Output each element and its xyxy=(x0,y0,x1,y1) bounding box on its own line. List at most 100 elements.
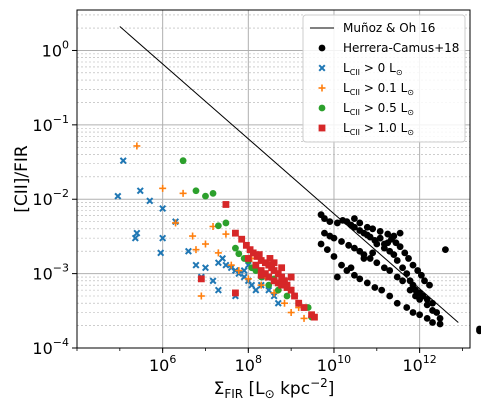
data-point xyxy=(278,273,286,281)
legend-label: LCII > 0.5 L⊙ xyxy=(343,101,414,117)
data-point xyxy=(416,311,424,319)
data-point-stroke xyxy=(240,267,248,275)
data-point xyxy=(227,261,235,269)
y-tick-label: 100 xyxy=(42,38,69,60)
data-point xyxy=(244,255,252,262)
x-axis-title-sup: −2 xyxy=(310,376,328,390)
data-point xyxy=(347,264,355,272)
data-point xyxy=(232,244,239,252)
data-point xyxy=(197,292,205,300)
data-point xyxy=(252,286,260,294)
data-point xyxy=(406,286,414,294)
data-point xyxy=(405,255,412,262)
data-point xyxy=(119,157,127,165)
data-point xyxy=(283,284,291,291)
data-point-stroke xyxy=(222,261,230,269)
data-point xyxy=(214,249,222,257)
data-point xyxy=(300,304,308,311)
data-point xyxy=(436,315,444,322)
data-point xyxy=(300,314,308,322)
data-point xyxy=(197,275,205,283)
data-point-stroke xyxy=(159,205,167,213)
data-point xyxy=(393,257,401,264)
data-point xyxy=(222,201,230,208)
data-point xyxy=(252,261,260,269)
legend-box xyxy=(302,14,466,143)
data-point xyxy=(214,286,222,294)
x-tick-label: 1012 xyxy=(402,353,436,375)
data-point xyxy=(376,234,384,242)
data-point xyxy=(278,264,286,272)
data-point xyxy=(274,299,282,307)
data-point xyxy=(380,240,388,248)
data-point-stroke xyxy=(133,229,141,237)
data-point xyxy=(333,219,341,227)
data-point xyxy=(369,249,377,257)
data-point xyxy=(240,267,248,275)
legend-marker xyxy=(318,104,326,112)
data-point xyxy=(330,234,338,242)
data-point xyxy=(202,192,209,200)
x-tick-label: 106 xyxy=(149,353,176,375)
legend-label: LCII > 0.1 L⊙ xyxy=(343,81,414,97)
y-tick-label: 10−1 xyxy=(32,113,69,135)
data-point xyxy=(423,301,431,309)
data-point xyxy=(409,309,417,316)
data-point xyxy=(232,229,239,237)
data-point-stroke xyxy=(214,286,222,294)
data-point xyxy=(363,223,371,231)
data-point xyxy=(323,246,331,254)
y-tick-label: 10−4 xyxy=(32,336,69,358)
x-axis-title-sigma: Σ xyxy=(214,379,225,399)
data-point xyxy=(330,253,338,260)
data-point xyxy=(242,241,250,249)
legend-label: LCII > 1.0 L⊙ xyxy=(343,121,414,137)
data-point xyxy=(378,286,386,294)
data-point xyxy=(366,255,374,262)
data-point xyxy=(351,215,358,222)
data-point xyxy=(338,238,345,245)
axis-ticks: 106 108 1010 1012 10−4 10−3 10−2 10−1 100 xyxy=(32,38,463,375)
series-group-4 xyxy=(197,201,318,321)
data-point-stroke xyxy=(119,157,127,165)
data-point xyxy=(157,249,165,257)
series-group-0 xyxy=(317,211,481,335)
data-point xyxy=(295,299,303,307)
data-point xyxy=(235,267,243,275)
data-point xyxy=(386,267,394,274)
data-point xyxy=(281,299,289,307)
data-point xyxy=(192,246,200,254)
data-point-stroke xyxy=(114,192,122,200)
legend-marker xyxy=(318,84,326,92)
data-point xyxy=(265,281,273,289)
data-point xyxy=(409,261,417,269)
data-point xyxy=(399,277,406,285)
data-point xyxy=(476,325,481,333)
data-point xyxy=(429,307,436,314)
legend-label: LCII > 0 L⊙ xyxy=(343,61,403,77)
data-point xyxy=(373,240,381,248)
data-point xyxy=(442,246,449,254)
data-point xyxy=(418,271,425,279)
data-point-stroke xyxy=(274,299,282,307)
data-point-stroke xyxy=(146,197,154,205)
data-point xyxy=(386,292,394,300)
data-point-stroke xyxy=(219,254,227,262)
data-point-stroke xyxy=(201,264,209,272)
x-axis-title-unit: [L xyxy=(243,379,265,399)
data-point xyxy=(265,273,273,281)
y-tick-label: 10−2 xyxy=(32,187,69,209)
data-point xyxy=(380,264,388,272)
data-point xyxy=(429,319,436,326)
data-point xyxy=(255,251,263,259)
data-point xyxy=(321,229,328,237)
data-point xyxy=(159,234,167,242)
data-point xyxy=(270,277,278,285)
data-point xyxy=(222,261,230,269)
x-axis-title: ΣFIR [L⊙ kpc−2] xyxy=(214,376,335,401)
data-point-stroke xyxy=(248,281,256,289)
data-point xyxy=(356,275,364,283)
data-point xyxy=(401,249,409,257)
data-point xyxy=(356,219,364,227)
data-point xyxy=(274,270,282,278)
